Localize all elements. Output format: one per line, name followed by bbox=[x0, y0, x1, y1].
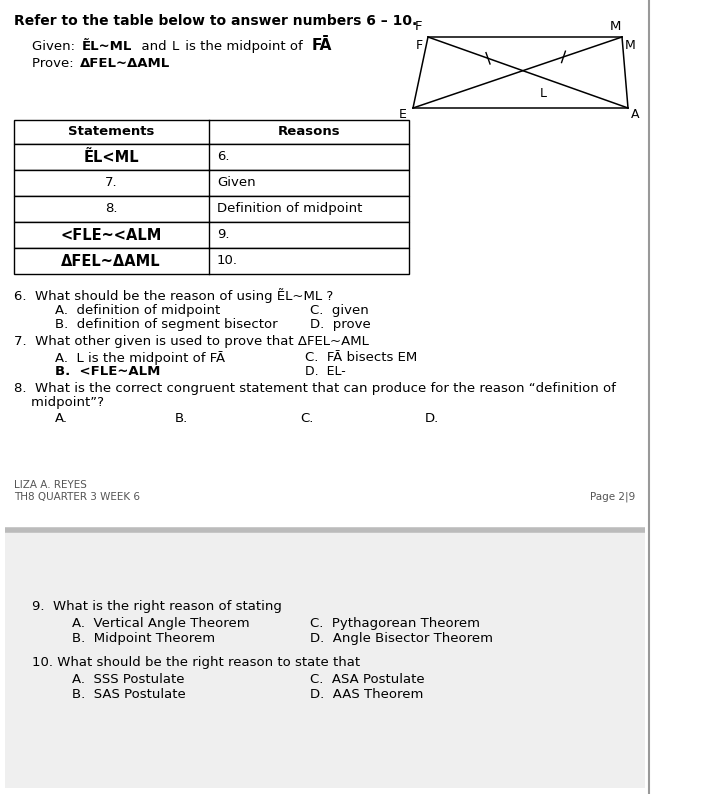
Text: <FLE~<ALM: <FLE~<ALM bbox=[60, 228, 162, 243]
Text: midpoint”?: midpoint”? bbox=[14, 396, 104, 409]
Text: 7.  What other given is used to prove that ΔFEL~AML: 7. What other given is used to prove tha… bbox=[14, 335, 369, 348]
Text: B.  Midpoint Theorem: B. Midpoint Theorem bbox=[72, 632, 215, 645]
Text: 10. What should be the right reason to state that: 10. What should be the right reason to s… bbox=[32, 656, 360, 669]
Text: LIZA A. REYES: LIZA A. REYES bbox=[14, 480, 87, 490]
Text: D.: D. bbox=[425, 412, 439, 425]
Text: A.  Vertical Angle Theorem: A. Vertical Angle Theorem bbox=[72, 617, 249, 630]
Text: Refer to the table below to answer numbers 6 – 10.: Refer to the table below to answer numbe… bbox=[14, 14, 417, 28]
Text: Given:: Given: bbox=[32, 40, 79, 53]
Text: D.  Angle Bisector Theorem: D. Angle Bisector Theorem bbox=[310, 632, 493, 645]
Text: B.  <FLE~ALM: B. <FLE~ALM bbox=[55, 365, 160, 378]
Text: FĀ: FĀ bbox=[312, 38, 332, 53]
Bar bbox=[14, 120, 409, 144]
Text: Reasons: Reasons bbox=[278, 125, 340, 138]
Text: TH8 QUARTER 3 WEEK 6: TH8 QUARTER 3 WEEK 6 bbox=[14, 492, 140, 502]
Bar bbox=[14, 196, 409, 222]
Bar bbox=[14, 222, 409, 248]
Text: and: and bbox=[133, 40, 175, 53]
Text: B.: B. bbox=[175, 412, 188, 425]
Text: ẼL<ML: ẼL<ML bbox=[83, 150, 139, 165]
Text: A.  SSS Postulate: A. SSS Postulate bbox=[72, 673, 185, 686]
Text: B.  SAS Postulate: B. SAS Postulate bbox=[72, 688, 186, 701]
Text: C.  Pythagorean Theorem: C. Pythagorean Theorem bbox=[310, 617, 480, 630]
Text: M: M bbox=[625, 39, 636, 52]
Bar bbox=[14, 144, 409, 170]
Text: 8.: 8. bbox=[105, 202, 117, 215]
Text: D.  AAS Theorem: D. AAS Theorem bbox=[310, 688, 423, 701]
Text: L: L bbox=[172, 40, 179, 53]
Text: ΔFEL~ΔAML: ΔFEL~ΔAML bbox=[61, 254, 161, 269]
Text: 9.  What is the right reason of stating: 9. What is the right reason of stating bbox=[32, 600, 282, 613]
Text: C.  ASA Postulate: C. ASA Postulate bbox=[310, 673, 425, 686]
Text: 10.: 10. bbox=[217, 254, 238, 267]
Text: E: E bbox=[399, 108, 407, 121]
Text: 8.  What is the correct congruent statement that can produce for the reason “def: 8. What is the correct congruent stateme… bbox=[14, 382, 616, 395]
Text: A.: A. bbox=[55, 412, 68, 425]
Text: is the midpoint of: is the midpoint of bbox=[181, 40, 311, 53]
Text: F: F bbox=[416, 39, 423, 52]
Text: Page 2|9: Page 2|9 bbox=[590, 492, 636, 503]
Text: Prove:: Prove: bbox=[32, 57, 78, 70]
Bar bbox=[5, 530, 645, 788]
Text: L: L bbox=[540, 87, 547, 100]
Text: C.: C. bbox=[300, 412, 313, 425]
Text: A.  definition of midpoint: A. definition of midpoint bbox=[55, 304, 220, 317]
Text: 7.: 7. bbox=[105, 176, 117, 189]
Bar bbox=[14, 170, 409, 196]
Text: C.  given: C. given bbox=[310, 304, 369, 317]
Text: Statements: Statements bbox=[68, 125, 154, 138]
Text: C.  FĀ bisects EM: C. FĀ bisects EM bbox=[305, 351, 417, 364]
Text: D.  prove: D. prove bbox=[310, 318, 371, 331]
Text: ẼL~ML: ẼL~ML bbox=[82, 40, 132, 53]
Text: Definition of midpoint: Definition of midpoint bbox=[217, 202, 362, 215]
Text: ΔFEL~ΔAML: ΔFEL~ΔAML bbox=[80, 57, 170, 70]
Text: M: M bbox=[610, 20, 621, 33]
Text: F: F bbox=[415, 20, 423, 33]
Text: A: A bbox=[631, 108, 639, 121]
Bar bbox=[14, 248, 409, 274]
Text: B.  definition of segment bisector: B. definition of segment bisector bbox=[55, 318, 278, 331]
Text: 9.: 9. bbox=[217, 228, 229, 241]
Text: A.  L is the midpoint of FĀ: A. L is the midpoint of FĀ bbox=[55, 351, 225, 365]
Text: D.  EL-: D. EL- bbox=[305, 365, 346, 378]
Text: Given: Given bbox=[217, 176, 256, 189]
Text: 6.: 6. bbox=[217, 150, 229, 163]
Text: 6.  What should be the reason of using ẼL~ML ?: 6. What should be the reason of using ẼL… bbox=[14, 288, 333, 303]
